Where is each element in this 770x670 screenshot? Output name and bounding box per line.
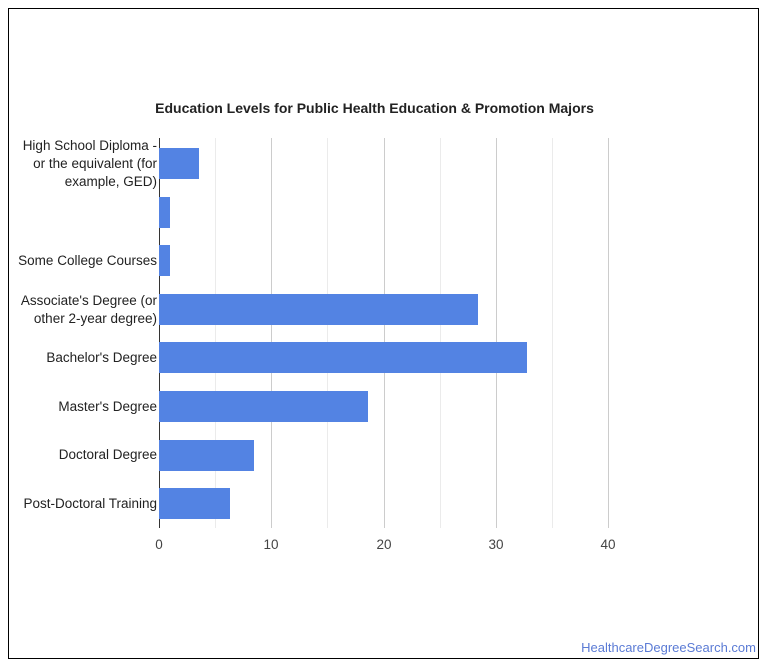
y-label-some-college: Some College Courses [18, 253, 157, 268]
bar[interactable] [159, 342, 528, 374]
bar[interactable] [159, 488, 230, 520]
x-tick-10: 10 [263, 537, 279, 552]
gridline-30 [496, 138, 497, 528]
y-label-line: Associate's Degree (or [20, 293, 157, 308]
gridline-40 [608, 138, 609, 528]
gridline-25 [440, 138, 441, 528]
y-label-bachelors: Bachelor's Degree [46, 350, 157, 365]
y-label-line: example, GED) [64, 174, 157, 189]
bar[interactable] [159, 391, 368, 422]
y-label-line: High School Diploma - [22, 138, 157, 153]
bar[interactable] [159, 293, 478, 325]
gridline-5 [215, 138, 216, 528]
chart-frame [8, 8, 759, 659]
bar[interactable] [159, 196, 171, 228]
y-label-high-school: High School Diploma - or the equivalent … [7, 137, 157, 191]
y-axis-line [159, 138, 160, 528]
y-label-line: other 2-year degree) [33, 311, 157, 326]
gridline-10 [271, 138, 272, 528]
source-link[interactable]: HealthcareDegreeSearch.com [581, 640, 756, 655]
y-label-doctoral: Doctoral Degree [58, 447, 157, 462]
plot-area [159, 138, 609, 528]
y-label-post-doctoral: Post-Doctoral Training [23, 496, 157, 511]
bar[interactable] [159, 245, 171, 277]
x-tick-30: 30 [488, 537, 504, 552]
y-label-associates: Associate's Degree (or other 2-year degr… [7, 292, 157, 328]
bar[interactable] [159, 148, 200, 179]
gridline-20 [384, 138, 385, 528]
x-tick-40: 40 [600, 537, 616, 552]
bar[interactable] [159, 439, 255, 471]
chart-title: Education Levels for Public Health Educa… [155, 100, 594, 116]
x-tick-0: 0 [155, 537, 163, 552]
y-label-line: or the equivalent (for [33, 156, 157, 171]
gridline-15 [327, 138, 328, 528]
x-tick-20: 20 [376, 537, 392, 552]
y-label-masters: Master's Degree [58, 399, 157, 414]
gridline-35 [552, 138, 553, 528]
